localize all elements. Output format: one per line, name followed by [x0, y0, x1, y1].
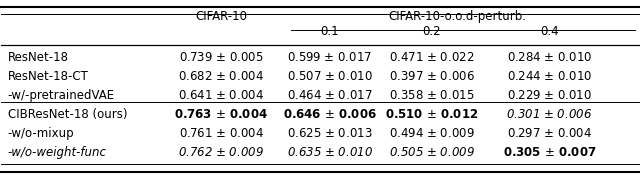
- Text: 0.599 $\pm$ 0.017: 0.599 $\pm$ 0.017: [287, 51, 372, 64]
- Text: 0.4: 0.4: [540, 25, 559, 38]
- Text: 0.284 $\pm$ 0.010: 0.284 $\pm$ 0.010: [507, 51, 592, 64]
- Text: 0.244 $\pm$ 0.010: 0.244 $\pm$ 0.010: [507, 70, 592, 83]
- Text: 0.635 $\pm$ 0.010: 0.635 $\pm$ 0.010: [287, 146, 372, 159]
- Text: 0.739 $\pm$ 0.005: 0.739 $\pm$ 0.005: [179, 51, 264, 64]
- Text: 0.762 $\pm$ 0.009: 0.762 $\pm$ 0.009: [179, 146, 264, 159]
- Text: CIFAR-10: CIFAR-10: [195, 10, 247, 23]
- Text: 0.301 $\pm$ 0.006: 0.301 $\pm$ 0.006: [506, 108, 593, 121]
- Text: 0.646 $\pm$ 0.006: 0.646 $\pm$ 0.006: [283, 108, 376, 121]
- Text: 0.471 $\pm$ 0.022: 0.471 $\pm$ 0.022: [388, 51, 474, 64]
- Text: 0.507 $\pm$ 0.010: 0.507 $\pm$ 0.010: [287, 70, 372, 83]
- Text: 0.682 $\pm$ 0.004: 0.682 $\pm$ 0.004: [179, 70, 264, 83]
- Text: 0.2: 0.2: [422, 25, 441, 38]
- Text: 0.494 $\pm$ 0.009: 0.494 $\pm$ 0.009: [388, 127, 474, 140]
- Text: 0.1: 0.1: [320, 25, 339, 38]
- Text: ResNet-18-CT: ResNet-18-CT: [8, 70, 88, 83]
- Text: 0.641 $\pm$ 0.004: 0.641 $\pm$ 0.004: [179, 89, 264, 102]
- Text: 0.505 $\pm$ 0.009: 0.505 $\pm$ 0.009: [388, 146, 474, 159]
- Text: 0.625 $\pm$ 0.013: 0.625 $\pm$ 0.013: [287, 127, 372, 140]
- Text: 0.305 $\pm$ 0.007: 0.305 $\pm$ 0.007: [502, 146, 596, 159]
- Text: 0.761 $\pm$ 0.004: 0.761 $\pm$ 0.004: [179, 127, 264, 140]
- Text: 0.510 $\pm$ 0.012: 0.510 $\pm$ 0.012: [385, 108, 478, 121]
- Text: 0.229 $\pm$ 0.010: 0.229 $\pm$ 0.010: [507, 89, 592, 102]
- Text: 0.297 $\pm$ 0.004: 0.297 $\pm$ 0.004: [507, 127, 592, 140]
- Text: 0.763 $\pm$ 0.004: 0.763 $\pm$ 0.004: [174, 108, 268, 121]
- Text: CIFAR-10-o.o.d-perturb.: CIFAR-10-o.o.d-perturb.: [388, 10, 526, 23]
- Text: 0.358 $\pm$ 0.015: 0.358 $\pm$ 0.015: [388, 89, 474, 102]
- Text: -w/o-mixup: -w/o-mixup: [8, 127, 74, 140]
- Text: 0.397 $\pm$ 0.006: 0.397 $\pm$ 0.006: [388, 70, 474, 83]
- Text: -w/o-weight-func: -w/o-weight-func: [8, 146, 107, 159]
- Text: 0.464 $\pm$ 0.017: 0.464 $\pm$ 0.017: [287, 89, 372, 102]
- Text: ResNet-18: ResNet-18: [8, 51, 68, 64]
- Text: -w/-pretrainedVAE: -w/-pretrainedVAE: [8, 89, 115, 102]
- Text: CIBResNet-18 (ours): CIBResNet-18 (ours): [8, 108, 127, 121]
